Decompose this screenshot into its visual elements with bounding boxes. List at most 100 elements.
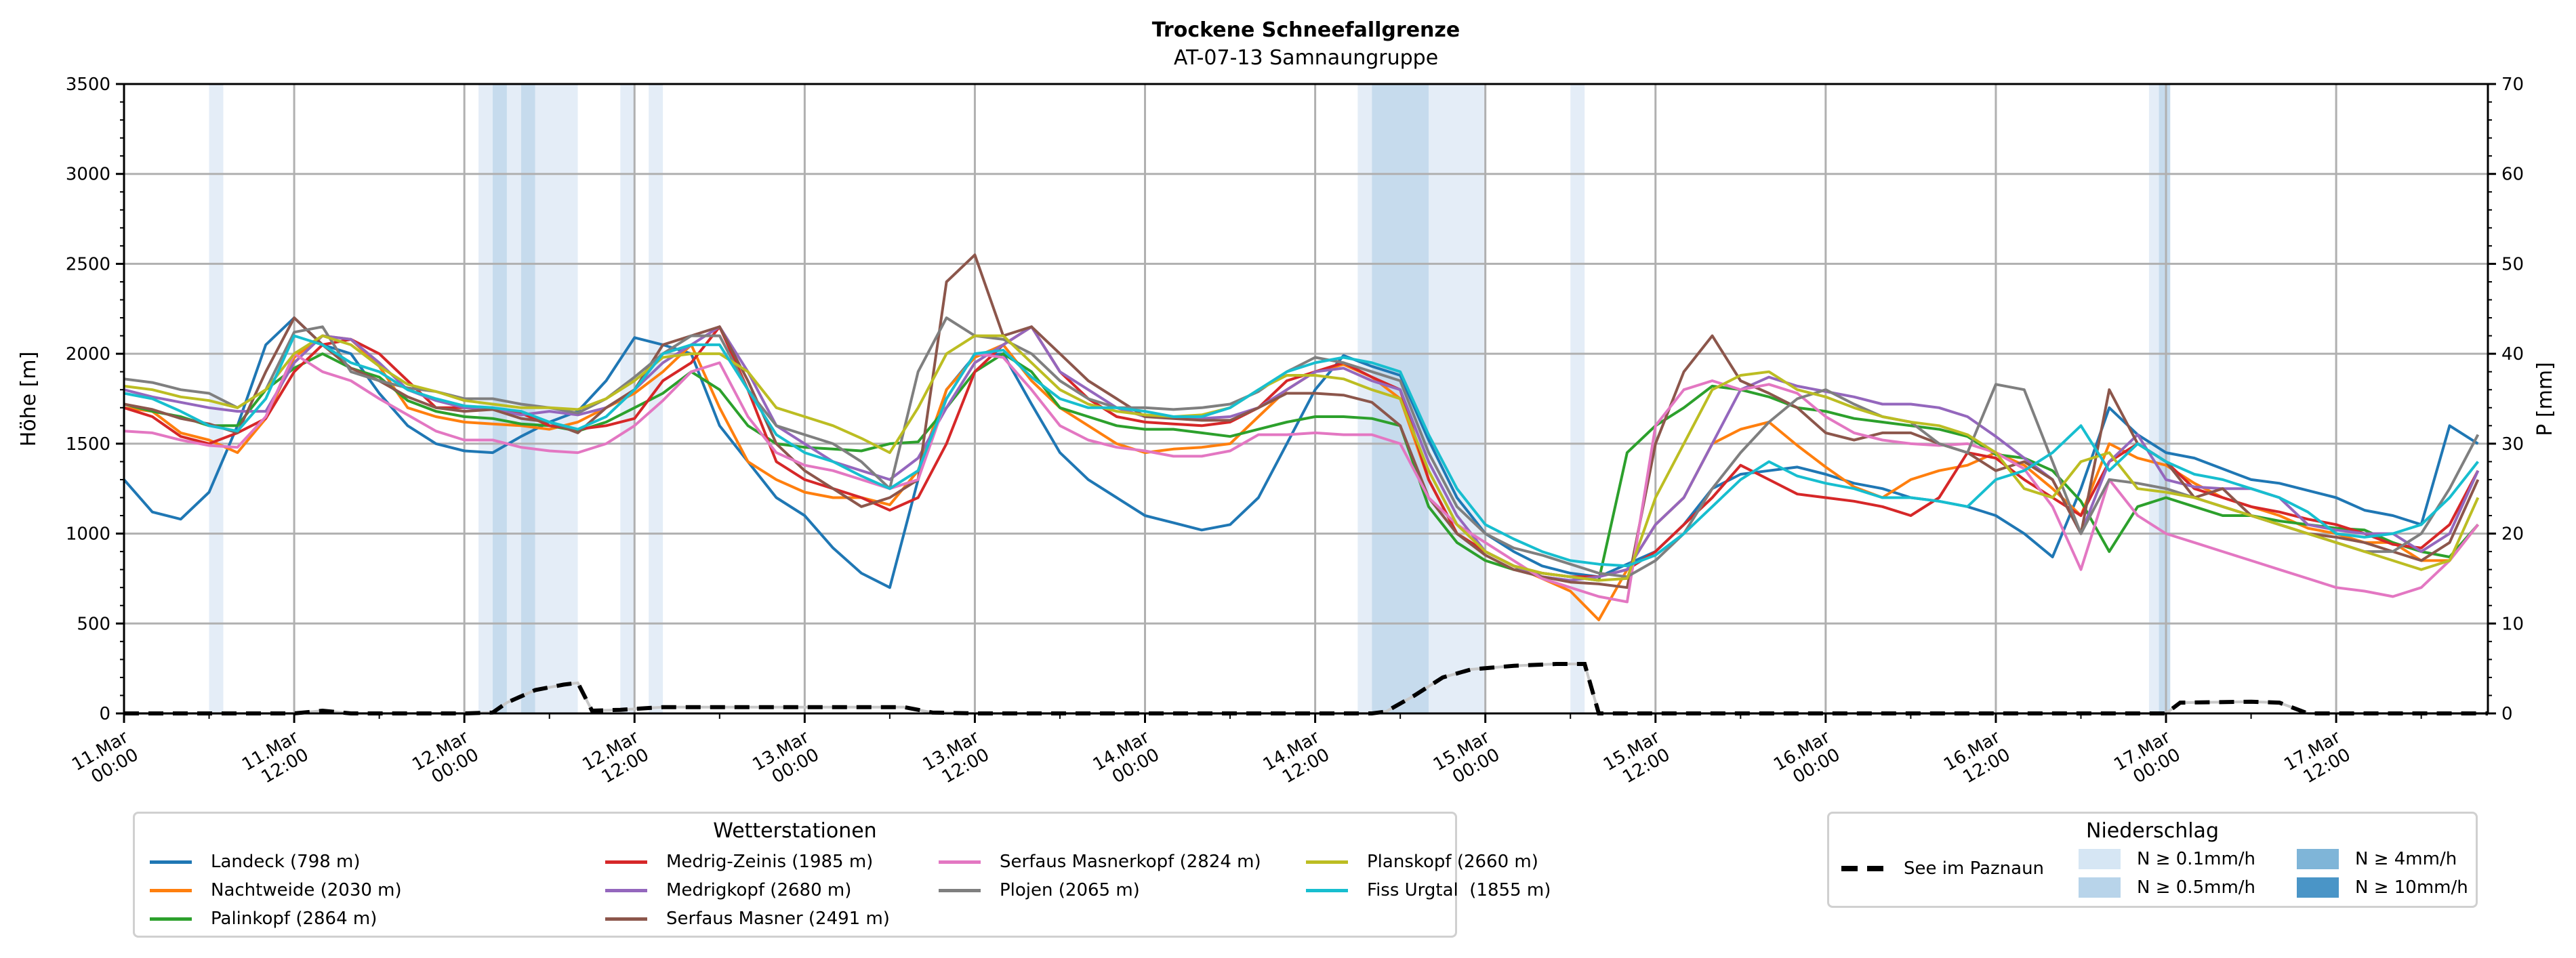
- legend-line-swatch: [605, 917, 647, 921]
- legend-entry-precip: N ≥ 4mm/h: [2297, 849, 2457, 869]
- legend-label: Serfaus Masnerkopf (2824 m): [1000, 852, 1261, 872]
- y-right-tick-label: 10: [2501, 614, 2524, 634]
- legend-line-swatch: [939, 888, 981, 892]
- precip-band: [209, 84, 224, 713]
- series-line-1: [123, 334, 2479, 621]
- series-line-6: [123, 352, 2479, 604]
- precip-band: [1570, 84, 1585, 713]
- precip-band: [535, 84, 578, 713]
- precip-band: [2159, 84, 2171, 713]
- legend-label: N ≥ 0.5mm/h: [2137, 877, 2256, 898]
- legend-entry-station: Landeck (798 m): [150, 852, 361, 872]
- precip-band: [2148, 84, 2159, 713]
- legend-label: N ≥ 10mm/h: [2355, 877, 2468, 898]
- series-line-8: [123, 334, 2480, 582]
- legend-line-swatch: [605, 860, 647, 864]
- legend-entry-station: Serfaus Masnerkopf (2824 m): [939, 852, 1261, 872]
- series-line-0: [123, 316, 2479, 589]
- y-tick-label: 500: [77, 614, 110, 634]
- legend-label: Medrig-Zeinis (1985 m): [666, 852, 874, 872]
- legend-entry-station: Planskopf (2660 m): [1306, 852, 1538, 872]
- series-line-2: [123, 352, 2479, 582]
- legend-line-swatch: [150, 888, 192, 892]
- legend-label: Palinkopf (2864 m): [211, 909, 377, 929]
- legend-label: N ≥ 0.1mm/h: [2137, 849, 2256, 869]
- y-right-tick-label: 0: [2501, 704, 2513, 724]
- legend-label: Landeck (798 m): [211, 852, 361, 872]
- y-right-tick-label: 20: [2501, 524, 2524, 545]
- y-tick-label: 1500: [66, 434, 110, 455]
- legend-label: See im Paznaun: [1904, 858, 2045, 879]
- y-right-tick-label: 50: [2501, 254, 2524, 274]
- legend-entry-station: Fiss Urgtal (1855 m): [1306, 880, 1551, 900]
- legend-entry-station: Serfaus Masner (2491 m): [605, 909, 890, 929]
- legend-entry-station: Medrig-Zeinis (1985 m): [605, 852, 873, 872]
- chart-subtitle: AT-07-13 Samnaungruppe: [1174, 46, 1438, 70]
- legend-label: Medrigkopf (2680 m): [666, 880, 852, 900]
- y-right-tick-label: 40: [2501, 344, 2524, 365]
- legend-entry-precip: N ≥ 0.5mm/h: [2079, 877, 2255, 898]
- y-tick-label: 2000: [66, 344, 110, 365]
- legend-color-swatch: [2079, 877, 2121, 898]
- legend-line-swatch: [1306, 888, 1348, 892]
- legend-line-swatch: [1306, 860, 1348, 864]
- precip-band: [1357, 84, 1372, 713]
- precip-band: [1428, 84, 1486, 713]
- legend-label: Nachtweide (2030 m): [211, 880, 402, 900]
- y-right-tick-label: 60: [2501, 165, 2524, 185]
- legend-color-swatch: [2297, 877, 2339, 898]
- y-tick-label: 1000: [66, 524, 110, 545]
- series-line-9: [123, 334, 2479, 568]
- y-axis-label: Höhe [m]: [17, 352, 41, 447]
- precip-band: [520, 84, 535, 713]
- legend-label: Plojen (2065 m): [1000, 880, 1140, 900]
- legend-line-swatch: [939, 860, 981, 864]
- precip-legend: Niederschlag See im Paznaun N ≥ 0.1mm/h N…: [1827, 812, 2478, 908]
- legend-label: Planskopf (2660 m): [1367, 852, 1538, 872]
- precip-band: [649, 84, 663, 713]
- stations-legend-title: Wetterstationen: [713, 819, 877, 843]
- legend-entry-lake: See im Paznaun: [1841, 858, 2044, 879]
- legend-entry-station: Nachtweide (2030 m): [150, 880, 402, 900]
- precip-band: [620, 84, 635, 713]
- precipitation-bands: [209, 84, 2171, 713]
- chart-title: Trockene Schneefallgrenze: [1152, 18, 1460, 42]
- y-tick-label: 0: [99, 704, 110, 724]
- legend-label: N ≥ 4mm/h: [2355, 849, 2457, 869]
- series-lines: [123, 253, 2480, 621]
- dashed-line-swatch: [1841, 866, 1883, 871]
- y-right-tick-label: 30: [2501, 434, 2524, 455]
- legend-color-swatch: [2297, 849, 2339, 869]
- legend-label: Serfaus Masner (2491 m): [666, 909, 890, 929]
- legend-line-swatch: [150, 860, 192, 864]
- legend-entry-station: Medrigkopf (2680 m): [605, 880, 851, 900]
- precip-band: [506, 84, 521, 713]
- stations-legend: Wetterstationen Landeck (798 m) Nachtweid…: [133, 812, 1551, 938]
- legend-entry-precip: N ≥ 0.1mm/h: [2079, 849, 2255, 869]
- legend-entry-precip: N ≥ 10mm/h: [2297, 877, 2468, 898]
- legend-entry-station: Palinkopf (2864 m): [150, 909, 377, 929]
- plot-frame: [123, 83, 2489, 715]
- series-line-5: [123, 253, 2480, 589]
- y-tick-label: 2500: [66, 254, 110, 274]
- y-tick-label: 3000: [66, 165, 110, 185]
- series-line-7: [123, 316, 2480, 579]
- y-right-tick-label: 70: [2501, 75, 2524, 95]
- legend-label: Fiss Urgtal (1855 m): [1367, 880, 1551, 900]
- legend-line-swatch: [150, 917, 192, 921]
- legend-line-swatch: [605, 888, 647, 892]
